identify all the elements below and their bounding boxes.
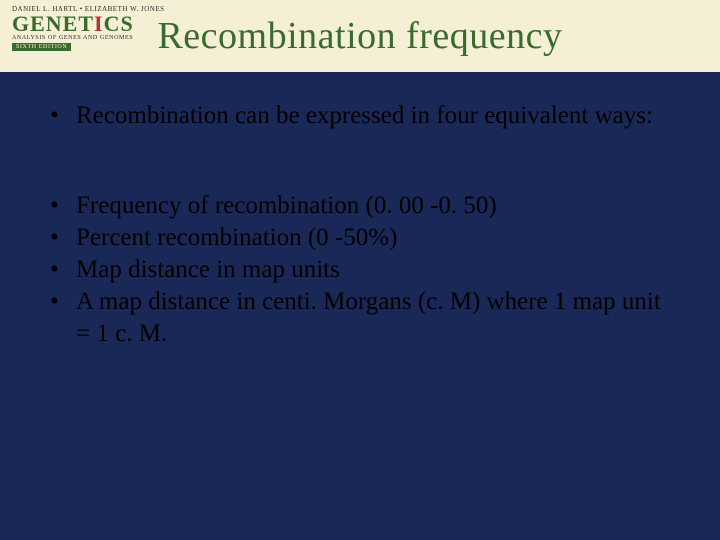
slide-title: Recombination frequency [0, 14, 720, 58]
list-item: Frequency of recombination (0. 00 -0. 50… [42, 190, 678, 222]
list-item: Percent recombination (0 -50%) [42, 222, 678, 254]
slide-content: Recombination can be expressed in four e… [0, 72, 720, 350]
spacer [42, 132, 678, 190]
header-band: DANIEL L. HARTL • ELIZABETH W. JONES GEN… [0, 0, 720, 72]
list-item: Map distance in map units [42, 254, 678, 286]
list-item: A map distance in centi. Morgans (c. M) … [42, 286, 678, 350]
intro-bullet-list: Recombination can be expressed in four e… [42, 100, 678, 132]
intro-bullet: Recombination can be expressed in four e… [42, 100, 678, 132]
ways-bullet-list: Frequency of recombination (0. 00 -0. 50… [42, 190, 678, 350]
